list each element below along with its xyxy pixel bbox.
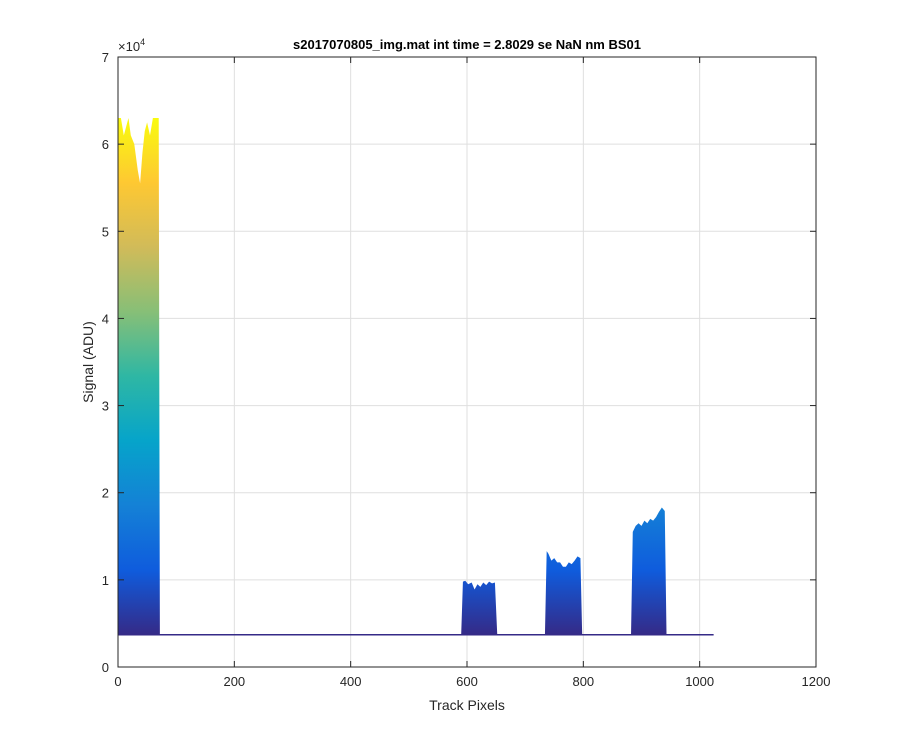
signal-peak-3 [544,551,583,635]
y-exponent-label: ×104 [118,37,145,54]
signal-peak-4 [631,507,667,635]
y-axis-label: Signal (ADU) [80,321,96,403]
y-tick-label: 5 [102,224,109,239]
y-tick-label: 0 [102,660,109,675]
x-tick-label: 1200 [802,674,831,689]
signal-peak-1 [118,118,160,635]
chart-title: s2017070805_img.mat int time = 2.8029 se… [293,37,641,52]
signal-peak-2 [461,580,498,635]
x-axis-label: Track Pixels [429,697,505,713]
x-tick-label: 0 [114,674,121,689]
y-tick-label: 2 [102,486,109,501]
y-tick-label: 7 [102,50,109,65]
grid [118,57,816,667]
y-tick-label: 6 [102,137,109,152]
y-tick-label: 4 [102,311,109,326]
x-tick-label: 1000 [685,674,714,689]
axis-ticks: 0 200 400 600 800 1000 1200 0 1 2 3 4 5 6 7 [102,50,831,689]
y-tick-label: 1 [102,573,109,588]
x-tick-label: 200 [223,674,245,689]
x-tick-label: 800 [572,674,594,689]
y-tick-label: 3 [102,399,109,414]
x-tick-label: 400 [340,674,362,689]
series-peaks [118,118,667,635]
x-tick-label: 600 [456,674,478,689]
